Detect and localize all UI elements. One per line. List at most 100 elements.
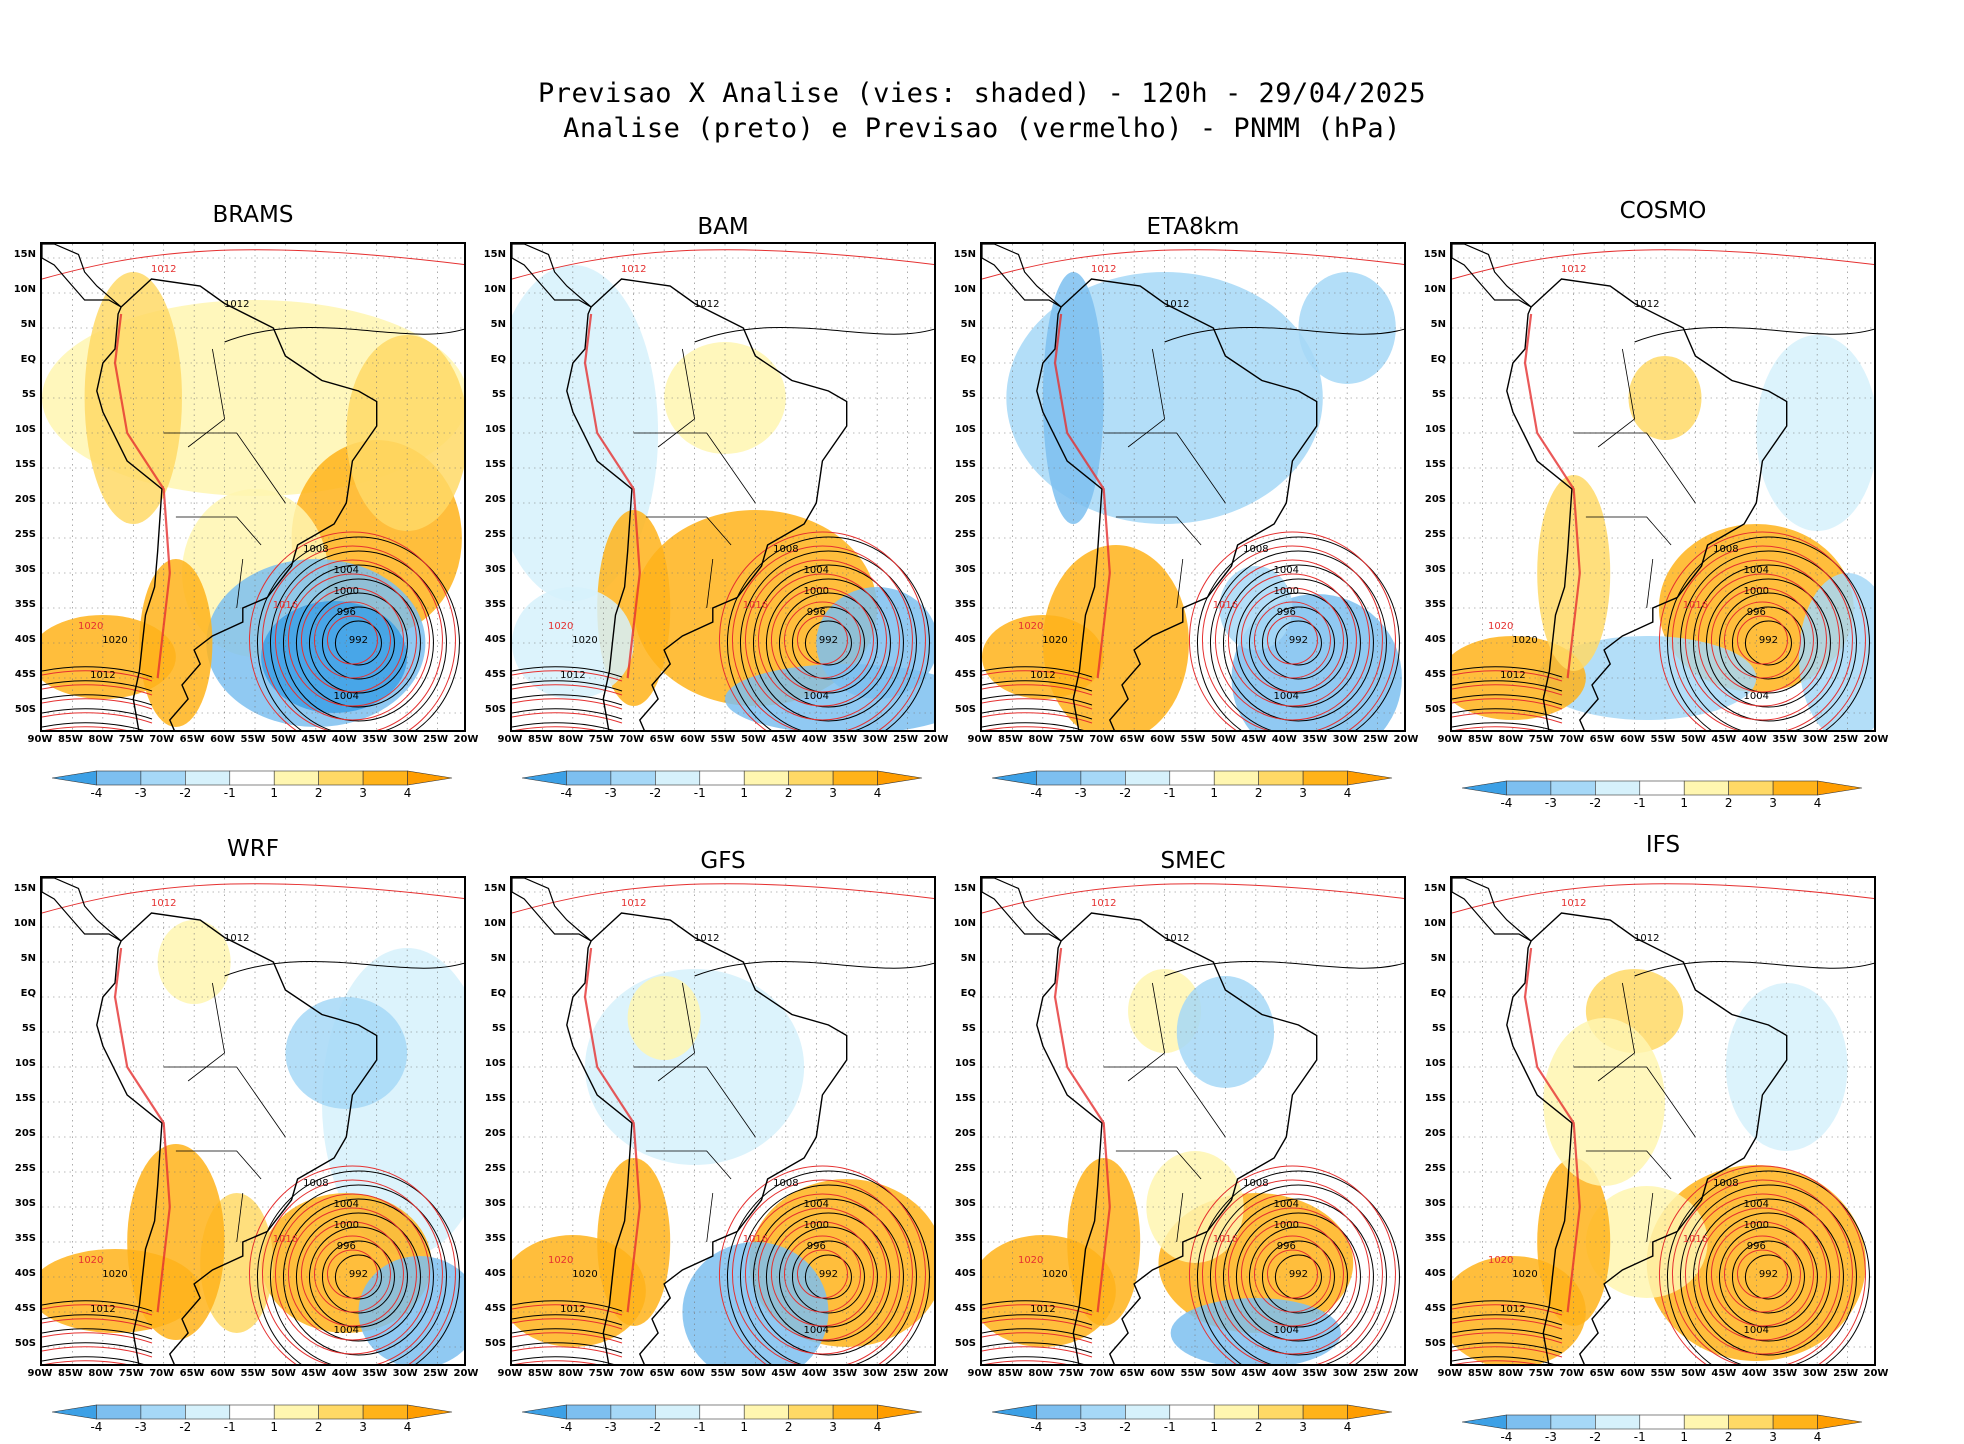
colorbar-label: 1 (1680, 1430, 1689, 1444)
panel-title-smec: SMEC (1160, 848, 1226, 874)
colorbar-label: 2 (314, 1420, 323, 1434)
analysis-isobar (282, 1198, 434, 1356)
isobar-value-label: 1004 (804, 565, 829, 576)
analysis-isobar (1634, 961, 1874, 977)
longitude-tick-label: 55W (710, 1368, 736, 1379)
isobar-value-label: 1012 (90, 1304, 115, 1315)
colorbar-swatch (1506, 1414, 1552, 1430)
forecast-isobar (44, 726, 127, 730)
longitude-tick-label: 75W (1058, 1368, 1084, 1379)
forecast-isobar (1227, 1207, 1357, 1341)
analysis-isobar (282, 564, 434, 722)
forecast-isobar (783, 1235, 861, 1313)
map-panel-ifs: 992 1008 1012 1020 1012 1000 1004 996 1004 1012 10… (1450, 876, 1876, 1366)
colorbar-label: -2 (649, 786, 662, 800)
longitude-tick-label: 25W (893, 734, 919, 745)
forecast-isobar (731, 1179, 913, 1364)
colorbar-swatch (699, 770, 745, 786)
latitude-tick-label: 5S (491, 389, 506, 400)
colorbar-swatch (610, 1404, 656, 1420)
latitude-tick-label: 35S (1424, 599, 1446, 610)
bias-shading-area (1798, 573, 1874, 730)
forecast-isobar (1697, 573, 1827, 707)
forecast-isobar (1454, 1360, 1537, 1364)
latitude-tick-label: 15N (483, 883, 506, 894)
analysis-isobar (512, 722, 614, 730)
forecast-isobar (514, 1360, 597, 1364)
forecast-isobar (1214, 559, 1370, 721)
colorbar-swatch (1550, 780, 1596, 796)
latitude-tick-label: 35S (954, 1233, 976, 1244)
longitude-tick-label: 40W (1271, 1368, 1297, 1379)
colorbar-swatch (1639, 1414, 1685, 1430)
colorbar-label: 4 (1343, 1420, 1352, 1434)
forecast-isobar (248, 1165, 456, 1364)
latitude-tick-label: 5N (20, 953, 36, 964)
latitude-tick-label: 5S (961, 1023, 976, 1034)
country-boundary (645, 1150, 732, 1180)
longitude-tick-label: 90W (497, 734, 523, 745)
forecast-isobar (42, 698, 153, 710)
latitude-tick-label: 50S (1424, 704, 1446, 715)
longitude-tick-label: 45W (301, 734, 327, 745)
map-panel-wrf: 992 1008 1012 1020 1012 1000 1004 996 1004 1012 10… (40, 876, 466, 1366)
colorbar-label: 2 (784, 1420, 793, 1434)
colorbar (1462, 780, 1863, 796)
latitude-tick-label: 35S (14, 599, 36, 610)
longitude-tick-label: 60W (680, 1368, 706, 1379)
forecast-isobar (300, 587, 404, 693)
analysis-isobar (1452, 694, 1563, 706)
latitude-tick-label: 15N (953, 883, 976, 894)
analysis-isobar (1666, 1170, 1870, 1364)
forecast-isobar (1201, 545, 1383, 730)
longitude-tick-label: 65W (1119, 1368, 1145, 1379)
panel-title-bam: BAM (697, 214, 749, 240)
andes-forecast-contours (1053, 313, 1111, 679)
analysis-isobar (334, 620, 382, 666)
colorbar-swatch (1347, 1404, 1393, 1420)
forecast-isobar (718, 531, 926, 730)
country-boundary (657, 348, 696, 448)
longitude-tick-label: 65W (179, 734, 205, 745)
bias-shading-area (127, 1144, 225, 1340)
latitude-tick-label: 40S (954, 1268, 976, 1279)
isobar-value-label: 1020 (1042, 635, 1067, 646)
map-panel-bam: 992 1008 1012 1020 1012 1000 1004 996 1004 1012 10… (510, 242, 936, 732)
isobar-value-label: 1016 (1683, 600, 1708, 611)
latitude-tick-label: 5S (491, 1023, 506, 1034)
colorbar (522, 1404, 923, 1420)
colorbar-swatch (1506, 780, 1552, 796)
analysis-isobar (982, 694, 1093, 706)
colorbar-label: -1 (1633, 796, 1646, 810)
forecast-isobar (1452, 1332, 1563, 1344)
longitude-tick-label: 50W (1680, 1368, 1706, 1379)
analysis-isobar (512, 666, 623, 678)
colorbar-label: 4 (1343, 786, 1352, 800)
isobar-value-label: 992 (1759, 635, 1778, 646)
longitude-tick-label: 60W (1620, 1368, 1646, 1379)
analysis-isobar (308, 1226, 408, 1328)
analysis-isobar (42, 1314, 153, 1326)
colorbar-label: 4 (873, 1420, 882, 1434)
longitude-tick-label: 30W (1802, 1368, 1828, 1379)
analysis-isobar (1666, 536, 1870, 730)
forecast-isobar (326, 1249, 378, 1299)
latitude-tick-label: 35S (484, 1233, 506, 1244)
country-boundary (1573, 432, 1696, 504)
longitude-tick-label: 85W (527, 1368, 553, 1379)
colorbar-swatch (743, 770, 789, 786)
latitude-tick-label: 40S (1424, 1268, 1446, 1279)
longitude-tick-label: 55W (240, 734, 266, 745)
longitude-tick-label: 80W (88, 1368, 114, 1379)
forecast-isobar (512, 698, 623, 710)
country-boundary (1597, 348, 1636, 448)
latitude-tick-label: 25S (14, 529, 36, 540)
isobar-value-label: 1020 (572, 1269, 597, 1280)
isobar-value-label: 1020 (1488, 621, 1513, 632)
latitude-tick-label: 25S (1424, 529, 1446, 540)
andes-forecast-contours (1523, 947, 1581, 1313)
forecast-isobar (512, 1332, 623, 1344)
country-boundary (706, 558, 714, 609)
analysis-isobar (42, 1300, 153, 1312)
colorbar-label: -4 (1030, 786, 1043, 800)
